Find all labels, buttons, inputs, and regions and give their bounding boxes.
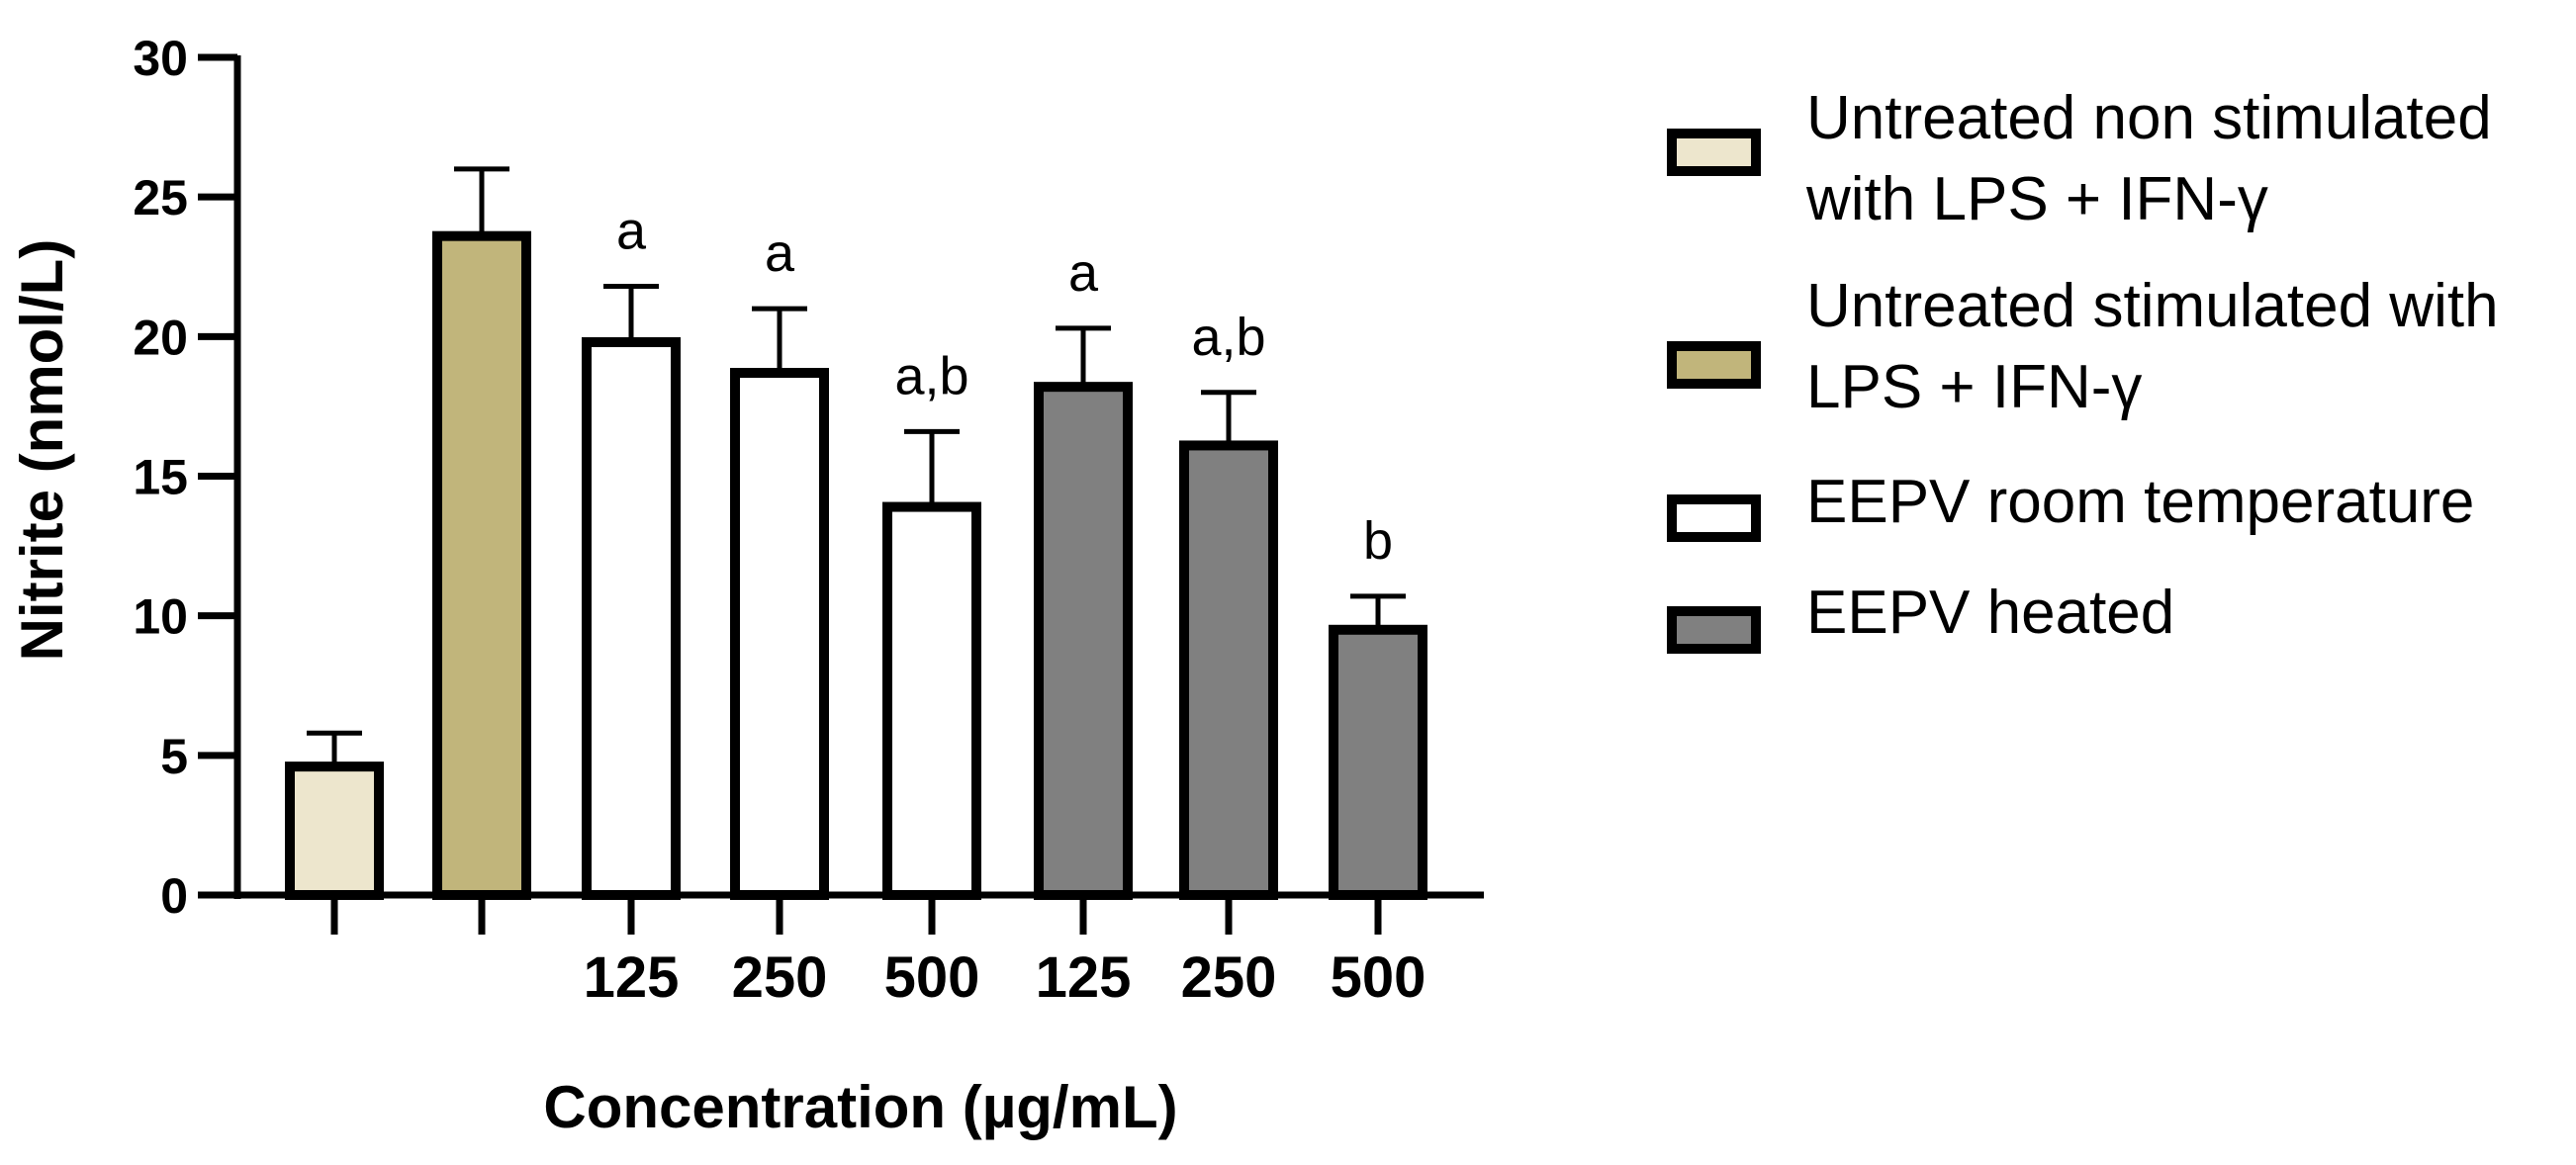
significance-label: a xyxy=(765,224,795,283)
x-axis-title: Concentration (µg/mL) xyxy=(543,1074,1177,1140)
y-tick-label: 30 xyxy=(133,31,188,86)
legend-swatch xyxy=(1667,606,1761,654)
bar xyxy=(1179,440,1278,900)
significance-label: a xyxy=(616,202,647,261)
bar xyxy=(730,368,829,900)
legend-swatch xyxy=(1667,129,1761,176)
bars: a a a,b a a,b b xyxy=(285,166,1427,901)
x-tick-label: 125 xyxy=(584,945,680,1010)
legend-label: with LPS + IFN-γ xyxy=(1805,165,2268,233)
x-tick-label: 250 xyxy=(1181,945,1277,1010)
legend-label: Untreated non stimulated xyxy=(1806,84,2492,152)
y-tick-label: 15 xyxy=(133,450,188,505)
bar xyxy=(432,230,531,900)
y-axis-title: Nitrite (nmol/L) xyxy=(9,239,75,662)
legend-label: LPS + IFN-γ xyxy=(1806,353,2142,421)
significance-label: a,b xyxy=(894,346,968,405)
bar xyxy=(882,501,981,900)
y-tick-label: 20 xyxy=(133,310,188,365)
legend-label: Untreated stimulated with xyxy=(1806,272,2499,340)
y-tick-label: 25 xyxy=(133,170,188,225)
x-tick-label: 125 xyxy=(1036,945,1132,1010)
legend: Untreated non stimulated with LPS + IFN-γ… xyxy=(1667,84,2499,654)
y-tick-label: 0 xyxy=(160,868,188,924)
y-tick-label: 10 xyxy=(133,589,188,645)
x-tick-label: 250 xyxy=(732,945,828,1010)
significance-label: a,b xyxy=(1191,308,1265,367)
legend-swatch xyxy=(1667,341,1761,389)
x-tick-label: 500 xyxy=(1331,945,1426,1010)
axes: 0 5 10 15 20 25 30 125 250 500 125 250 500 xyxy=(133,31,1484,1010)
bar xyxy=(582,336,681,901)
legend-label: EEPV heated xyxy=(1806,579,2174,647)
bar xyxy=(1034,382,1133,900)
bar xyxy=(285,762,384,900)
y-tick-label: 5 xyxy=(160,729,188,784)
legend-label: EEPV room temperature xyxy=(1806,468,2474,536)
legend-swatch xyxy=(1667,494,1761,542)
x-tick-label: 500 xyxy=(884,945,980,1010)
bar xyxy=(1329,624,1427,900)
significance-label: a xyxy=(1068,243,1099,303)
significance-label: b xyxy=(1363,511,1393,571)
